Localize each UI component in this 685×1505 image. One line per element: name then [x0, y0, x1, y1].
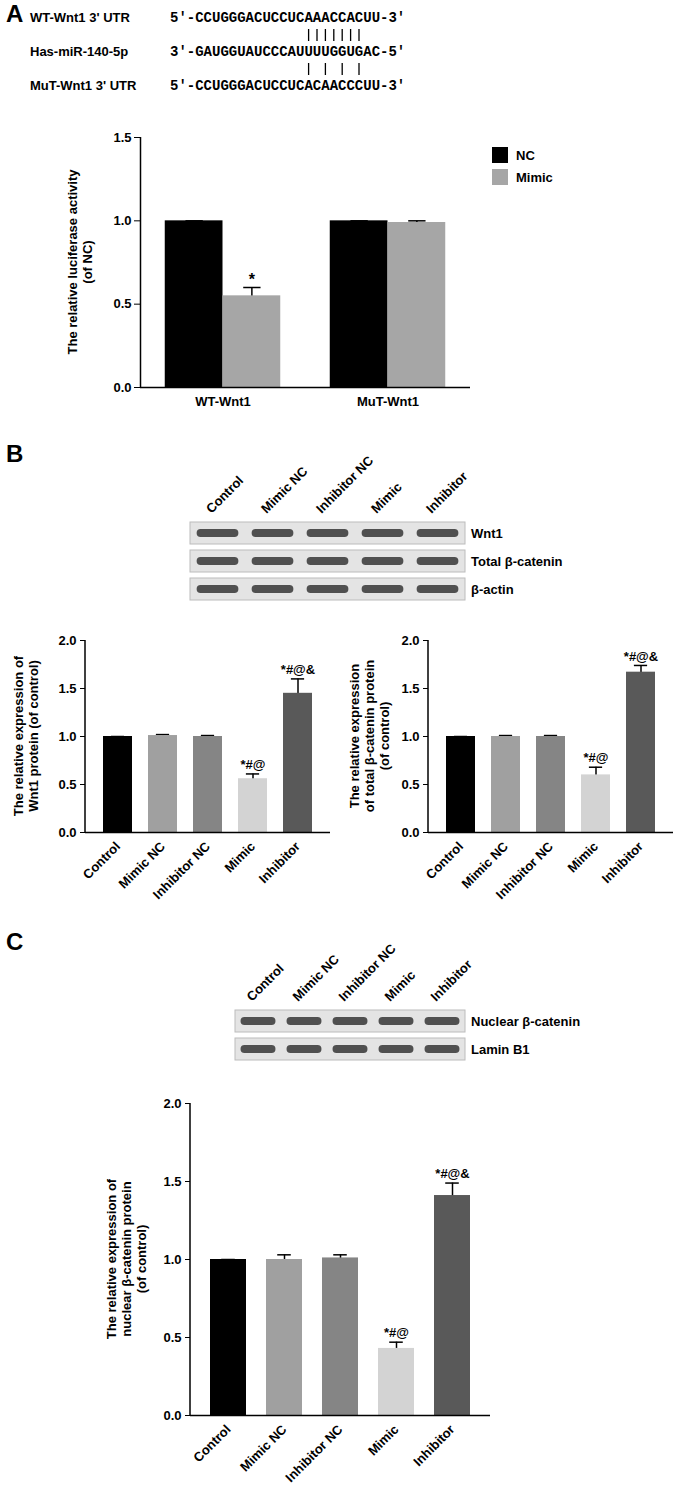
html-text:(of control): (of control): [376, 701, 392, 771]
svg-text:WT-Wnt1 3' UTR: WT-Wnt1 3' UTR: [30, 10, 130, 25]
svg-text:*: *: [249, 271, 256, 288]
svg-text:Control: Control: [190, 1422, 233, 1465]
html-text:(of NC): (of NC): [80, 240, 95, 284]
svg-text:0.0: 0.0: [113, 380, 131, 395]
html-text:C: C: [6, 928, 24, 955]
svg-text:Nuclear β-catenin: Nuclear β-catenin: [471, 1014, 580, 1029]
svg-text:Mimic NC: Mimic NC: [290, 951, 343, 1004]
svg-text:1.5: 1.5: [401, 681, 419, 696]
svg-text:Mimic: Mimic: [382, 967, 419, 1004]
svg-text:Mimic: Mimic: [564, 839, 601, 876]
svg-text:0.5: 0.5: [163, 1330, 181, 1345]
svg-text:Inhibitor: Inhibitor: [423, 469, 470, 516]
svg-text:0.0: 0.0: [58, 825, 76, 840]
svg-text:Inhibitor NC: Inhibitor NC: [493, 838, 557, 902]
svg-text:2.0: 2.0: [58, 633, 76, 648]
svg-text:0.0: 0.0: [401, 825, 419, 840]
html-text:A: A: [6, 0, 24, 27]
svg-text:1.0: 1.0: [401, 729, 419, 744]
html-text:B: B: [6, 440, 24, 467]
html-text:The relative luciferase activi: The relative luciferase activity: [65, 169, 80, 355]
svg-text:Mimic NC: Mimic NC: [458, 838, 512, 892]
svg-text:1.0: 1.0: [58, 729, 76, 744]
svg-text:0.5: 0.5: [113, 296, 131, 311]
svg-text:Inhibitor NC: Inhibitor NC: [282, 1421, 346, 1485]
svg-text:*#@: *#@: [584, 750, 609, 765]
svg-text:Has-miR-140-5p: Has-miR-140-5p: [30, 44, 128, 59]
svg-text:Mimic NC: Mimic NC: [237, 1421, 290, 1474]
svg-text:1.5: 1.5: [163, 1174, 181, 1189]
html-text:of total β-catenin protein: of total β-catenin protein: [361, 659, 377, 813]
html-text:nuclear β-catenin protein: nuclear β-catenin protein: [118, 1181, 134, 1337]
svg-text:Control: Control: [80, 839, 123, 882]
svg-text:Inhibitor: Inhibitor: [256, 839, 303, 886]
html-text:The relative expression of: The relative expression of: [103, 1178, 119, 1340]
svg-text:Inhibitor NC: Inhibitor NC: [150, 838, 214, 902]
svg-text:*#@: *#@: [384, 1325, 409, 1340]
html-text:The relative expression: The relative expression: [346, 663, 362, 809]
svg-text:Mimic NC: Mimic NC: [258, 463, 311, 516]
svg-text:MuT-Wnt1 3' UTR: MuT-Wnt1 3' UTR: [30, 78, 137, 93]
svg-text:Mimic: Mimic: [221, 839, 258, 876]
svg-text:*#@&: *#@&: [624, 649, 658, 664]
svg-text:*#@: *#@: [241, 757, 266, 772]
svg-text:β-actin: β-actin: [471, 582, 514, 597]
svg-text:Control: Control: [423, 839, 466, 882]
svg-text:Control: Control: [203, 473, 246, 516]
svg-text:1.0: 1.0: [163, 1252, 181, 1267]
svg-text:Lamin B1: Lamin B1: [471, 1042, 530, 1057]
svg-text:0.0: 0.0: [163, 1408, 181, 1423]
svg-text:WT-Wnt1: WT-Wnt1: [195, 394, 251, 409]
html-text:NC: NC: [516, 147, 535, 163]
svg-text:MuT-Wnt1: MuT-Wnt1: [357, 394, 419, 409]
svg-text:Mimic: Mimic: [365, 1422, 402, 1459]
svg-text:2.0: 2.0: [163, 1096, 181, 1111]
svg-text:5'-CCUGGGACUCCUCAAACCACUU-3': 5'-CCUGGGACUCCUCAAACCACUU-3': [170, 10, 405, 26]
svg-text:1.5: 1.5: [113, 130, 131, 145]
svg-text:Mimic NC: Mimic NC: [115, 838, 169, 892]
svg-text:Inhibitor: Inhibitor: [410, 1422, 457, 1469]
svg-text:*#@&: *#@&: [435, 1166, 469, 1181]
svg-text:Inhibitor: Inhibitor: [428, 957, 475, 1004]
svg-text:Mimic: Mimic: [368, 479, 405, 516]
svg-text:Wnt1: Wnt1: [471, 526, 503, 541]
html-text:Mimic: Mimic: [516, 169, 553, 185]
svg-text:0.5: 0.5: [401, 777, 419, 792]
svg-text:Inhibitor NC: Inhibitor NC: [313, 452, 377, 516]
svg-text:Total β-catenin: Total β-catenin: [471, 554, 563, 569]
svg-text:Control: Control: [244, 961, 287, 1004]
svg-text:1.0: 1.0: [113, 213, 131, 228]
svg-text:*#@&: *#@&: [281, 662, 315, 677]
svg-text:5'-CCUGGGACUCCUCACAACCCUU-3': 5'-CCUGGGACUCCUCACAACCCUU-3': [170, 78, 405, 94]
svg-text:Inhibitor: Inhibitor: [599, 839, 646, 886]
html-text:Wnt1 protein (of control): Wnt1 protein (of control): [26, 660, 41, 812]
html-text:The relative expression of: The relative expression of: [11, 655, 26, 817]
svg-text:3'-GAUGGUAUCCCAUUUUGGUGAC-5': 3'-GAUGGUAUCCCAUUUUGGUGAC-5': [170, 44, 405, 60]
svg-text:1.5: 1.5: [58, 681, 76, 696]
svg-text:0.5: 0.5: [58, 777, 76, 792]
html-text:(of control): (of control): [133, 1224, 149, 1294]
svg-text:Inhibitor NC: Inhibitor NC: [335, 940, 399, 1005]
svg-text:2.0: 2.0: [401, 633, 419, 648]
